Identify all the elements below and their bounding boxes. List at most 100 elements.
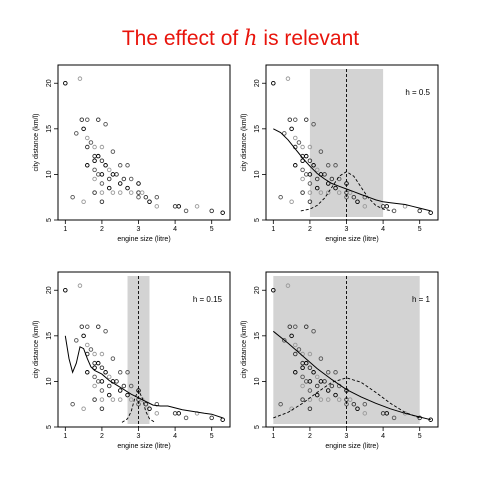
data-point	[92, 176, 97, 182]
data-point	[103, 329, 108, 334]
data-point	[99, 190, 105, 195]
bandwidth-label: h = 0.15	[193, 295, 223, 304]
data-point	[329, 383, 335, 389]
data-point	[136, 194, 141, 200]
data-point	[92, 158, 97, 163]
y-tick-label: 5	[254, 218, 261, 222]
data-point	[304, 117, 309, 122]
data-point	[99, 379, 105, 384]
data-point	[70, 401, 75, 407]
x-tick-label: 5	[210, 433, 214, 440]
y-tick-label: 10	[254, 170, 261, 178]
kernel-curve	[121, 389, 156, 423]
data-point	[296, 347, 302, 352]
y-tick-label: 15	[46, 125, 53, 133]
data-point	[384, 204, 390, 209]
data-point	[307, 190, 313, 195]
data-point	[99, 172, 105, 177]
data-point	[362, 411, 368, 416]
x-tick-label: 3	[137, 226, 141, 233]
data-point	[81, 333, 86, 339]
data-point	[314, 176, 320, 182]
data-point	[96, 117, 101, 122]
data-point	[314, 185, 320, 191]
data-point	[271, 287, 276, 293]
data-point	[128, 383, 134, 389]
data-point	[362, 401, 368, 407]
data-point	[355, 199, 360, 205]
data-point	[63, 80, 68, 86]
math-symbol-h: h	[244, 26, 258, 50]
data-point	[125, 185, 130, 191]
data-point	[63, 287, 68, 293]
data-point	[96, 172, 101, 177]
data-point	[79, 117, 85, 122]
data-point	[99, 406, 105, 412]
data-point	[351, 401, 357, 407]
data-point	[117, 370, 123, 375]
data-point	[74, 131, 79, 136]
data-point	[92, 383, 97, 389]
data-point	[92, 167, 97, 173]
y-axis-label: city distance (km/l)	[241, 321, 248, 379]
data-point	[154, 204, 160, 209]
data-point	[125, 370, 130, 375]
x-tick-label: 1	[63, 433, 67, 440]
data-point	[287, 324, 293, 329]
y-tick-label: 15	[46, 332, 53, 340]
x-tick-label: 1	[271, 226, 275, 233]
data-point	[325, 190, 331, 195]
y-tick-label: 15	[254, 332, 261, 340]
data-point	[278, 194, 283, 200]
x-tick-label: 4	[173, 433, 177, 440]
data-point	[271, 80, 276, 86]
chart-panel-bottom-right: 1 2 3 4 5 5 10 15 20 engine size (litre) city dist…	[241, 271, 439, 450]
data-point	[99, 144, 105, 150]
data-point	[172, 411, 178, 416]
data-point	[307, 144, 313, 150]
data-point	[311, 370, 316, 375]
smoother-curve	[64, 335, 223, 419]
data-point	[77, 283, 83, 288]
data-point	[293, 135, 298, 141]
data-point	[125, 392, 130, 398]
data-point	[314, 392, 320, 398]
data-point	[128, 190, 134, 195]
data-point	[147, 199, 152, 205]
data-point	[209, 208, 214, 214]
data-point	[106, 167, 112, 173]
data-point	[117, 397, 123, 402]
data-point	[314, 383, 320, 389]
data-point	[143, 194, 149, 200]
data-point	[289, 333, 294, 339]
data-point	[318, 356, 324, 361]
data-point	[96, 324, 101, 329]
x-tick-label: 2	[100, 433, 104, 440]
data-point	[220, 210, 225, 215]
data-point	[293, 351, 298, 357]
data-point	[81, 126, 86, 132]
data-point	[314, 167, 320, 173]
data-point	[296, 140, 302, 145]
smoother-curve	[273, 128, 431, 212]
x-axis-label: engine size (litre)	[117, 236, 170, 243]
data-point	[92, 190, 97, 195]
data-point	[307, 365, 313, 370]
data-point	[325, 163, 331, 168]
data-point	[99, 158, 105, 163]
x-tick-label: 1	[271, 433, 275, 440]
data-point	[300, 374, 305, 380]
data-point	[121, 176, 127, 182]
data-point	[293, 163, 298, 168]
data-point	[293, 324, 298, 329]
bandwidth-label: h = 0.5	[405, 88, 430, 97]
data-point	[154, 194, 160, 200]
data-point	[96, 379, 101, 384]
y-tick-label: 20	[46, 79, 53, 87]
data-point	[311, 122, 316, 127]
data-point	[85, 117, 90, 122]
data-point	[300, 365, 305, 370]
data-point	[300, 176, 305, 182]
data-point	[329, 176, 335, 182]
data-point	[106, 374, 112, 380]
